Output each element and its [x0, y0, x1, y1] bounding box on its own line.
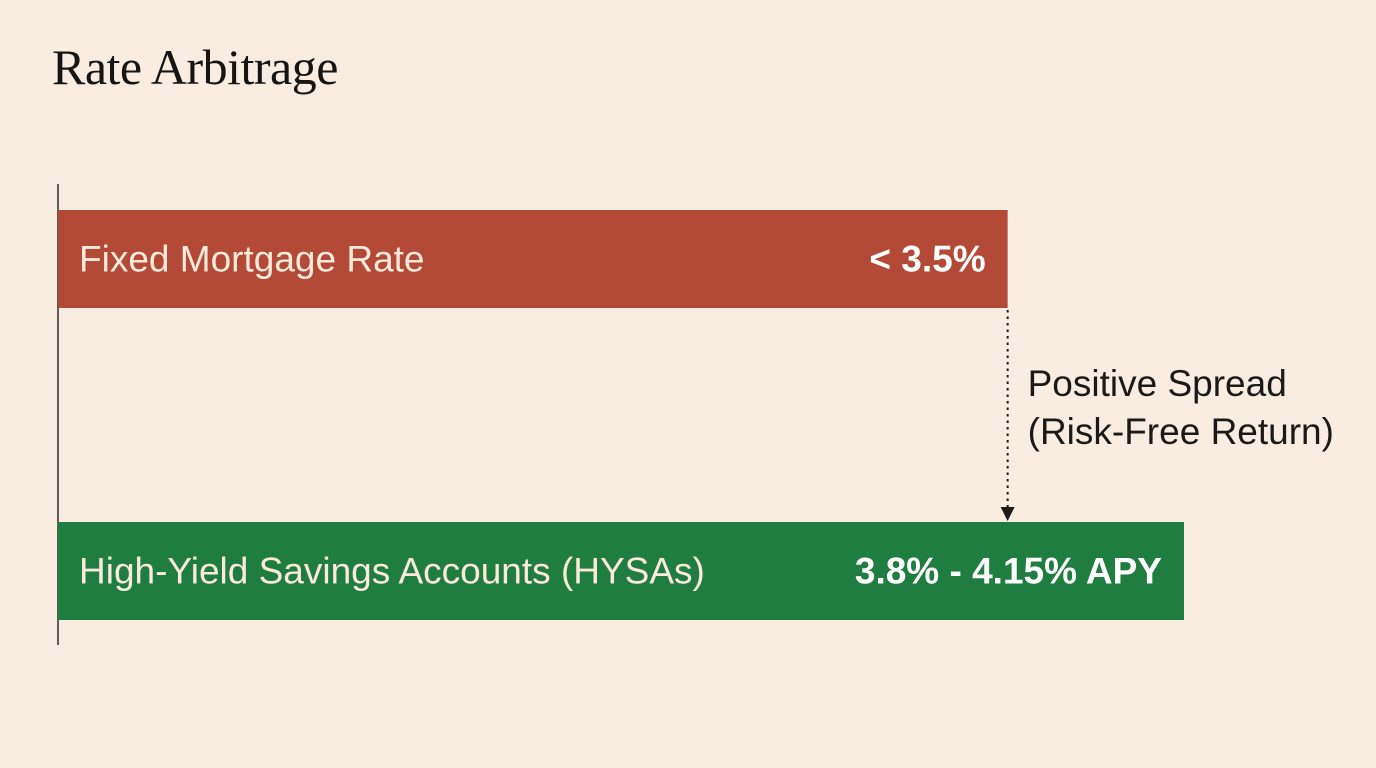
bar-label-0: Fixed Mortgage Rate — [79, 239, 425, 280]
bar-value-label-0: < 3.5% — [869, 239, 985, 280]
chart-title: Rate Arbitrage — [52, 39, 338, 95]
bar-1 — [58, 522, 1184, 620]
bar-label-1: High-Yield Savings Accounts (HYSAs) — [79, 551, 705, 592]
bar-value-label-1: 3.8% - 4.15% APY — [855, 551, 1162, 592]
spread-annotation-line1: Positive Spread — [1028, 363, 1287, 404]
bar-0 — [58, 210, 1008, 308]
spread-arrowhead — [1000, 507, 1015, 521]
spread-annotation-line2: (Risk-Free Return) — [1028, 411, 1334, 452]
